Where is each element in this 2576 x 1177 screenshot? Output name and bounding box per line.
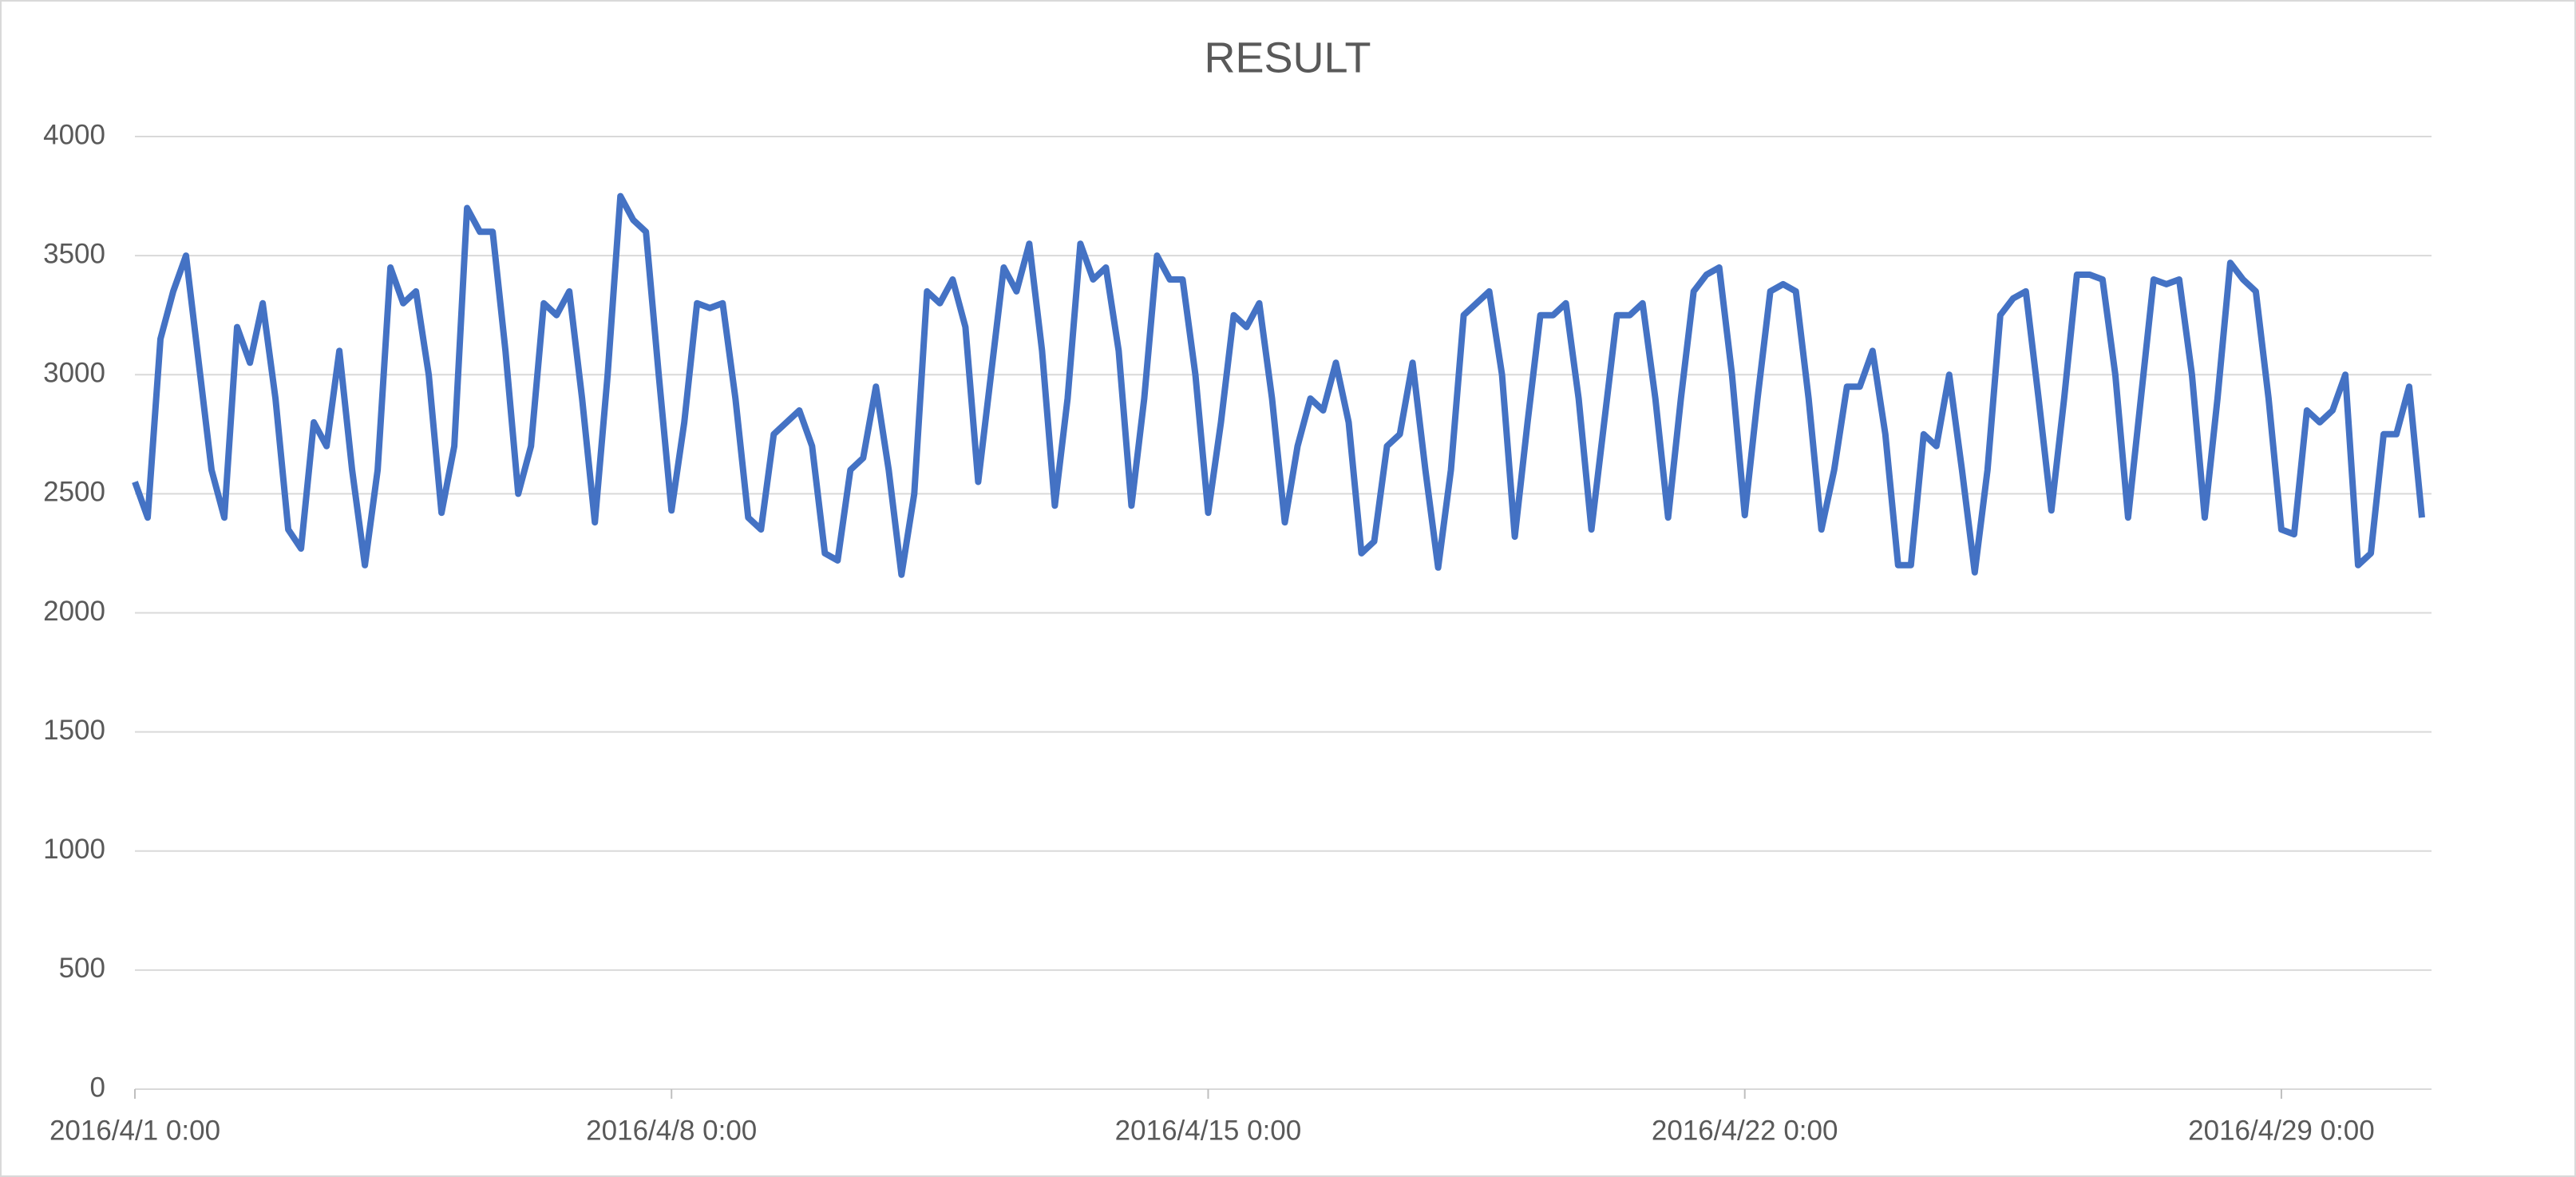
chart-title: RESULT <box>1204 34 1371 81</box>
y-tick-label: 500 <box>59 953 105 984</box>
x-tick-label: 2016/4/8 0:00 <box>586 1115 757 1146</box>
data-line <box>132 192 2425 578</box>
y-tick-label: 2000 <box>43 596 105 627</box>
y-tick-label: 2500 <box>43 477 105 508</box>
x-tick-label: 2016/4/29 0:00 <box>2188 1115 2375 1146</box>
y-tick-label: 0 <box>90 1072 105 1103</box>
y-tick-label: 3000 <box>43 358 105 389</box>
x-tick-label: 2016/4/15 0:00 <box>1115 1115 1302 1146</box>
x-tick-label: 2016/4/1 0:00 <box>49 1115 220 1146</box>
x-tick-label: 2016/4/22 0:00 <box>1652 1115 1838 1146</box>
y-tick-label: 1500 <box>43 715 105 746</box>
y-tick-label: 1000 <box>43 834 105 865</box>
y-tick-label: 3500 <box>43 238 105 269</box>
y-tick-label: 4000 <box>43 119 105 150</box>
